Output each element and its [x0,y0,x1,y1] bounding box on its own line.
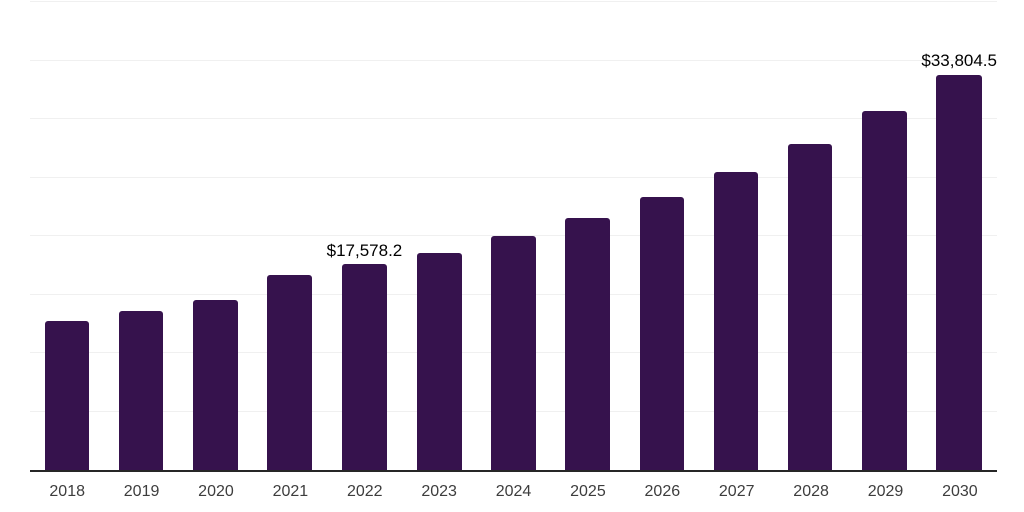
bar-slot-2020 [178,2,252,470]
x-tick-2024: 2024 [495,483,532,500]
x-tick-2027: 2027 [718,483,755,500]
gridline-25000 [30,176,997,178]
bar-2026[interactable] [639,197,685,470]
x-tick-2020: 2020 [198,483,234,500]
bar-slot-2021 [252,2,326,470]
x-tick-2025: 2025 [570,483,606,500]
gridline-40000 [30,1,997,2]
bar-2021[interactable] [267,275,312,470]
bar-2020[interactable] [193,300,238,470]
bar-2027[interactable] [713,171,759,470]
bar-2028[interactable] [787,143,833,470]
x-tick-2029: 2029 [867,483,904,500]
bar-2018[interactable] [44,321,90,470]
x-axis-labels: 2018 2019 2020 2021 2022 2023 2024 2025 2026 2027… [30,483,997,501]
x-tick-2023: 2023 [421,483,457,500]
bar-slot-2030: $33,804.5 [921,2,997,470]
bar-2025[interactable] [565,217,610,470]
bar-chart: $17,578.2 $33,804.5 2018 2019 2020 2021 2022 2… [30,1,997,507]
x-tick-2030: 2030 [942,483,978,500]
gridline-35000 [30,59,997,61]
x-tick-2028: 2028 [793,483,829,500]
bar-2029[interactable] [862,110,907,470]
x-tick-2021: 2021 [272,483,309,500]
bar-slot-2028 [773,2,847,470]
x-tick-2018: 2018 [49,483,85,500]
x-tick-2022: 2022 [346,483,383,500]
bar-slot-2027 [699,2,773,470]
bar-2023[interactable] [417,252,462,470]
bar-slot-2023 [402,2,476,470]
bars-container: $17,578.2 $33,804.5 [30,2,997,470]
bar-2024[interactable] [491,236,536,470]
bar-slot-2018 [30,2,104,470]
gridline-30000 [30,118,997,119]
bar-slot-2029 [847,2,921,470]
data-label-2030: $33,804.5 [921,50,997,70]
bar-2019[interactable] [118,310,164,470]
x-tick-2026: 2026 [644,483,681,500]
bar-slot-2026 [625,2,699,470]
bar-slot-2022: $17,578.2 [326,2,403,470]
bar-slot-2025 [551,2,625,470]
bar-slot-2024 [476,2,550,470]
bar-2030[interactable] [936,74,982,470]
data-label-2022: $17,578.2 [326,240,403,260]
gridline-20000 [30,235,997,236]
x-tick-2019: 2019 [123,483,160,500]
plot-area: $17,578.2 $33,804.5 [30,1,997,472]
bar-slot-2019 [104,2,178,470]
bar-2022[interactable] [341,264,388,470]
